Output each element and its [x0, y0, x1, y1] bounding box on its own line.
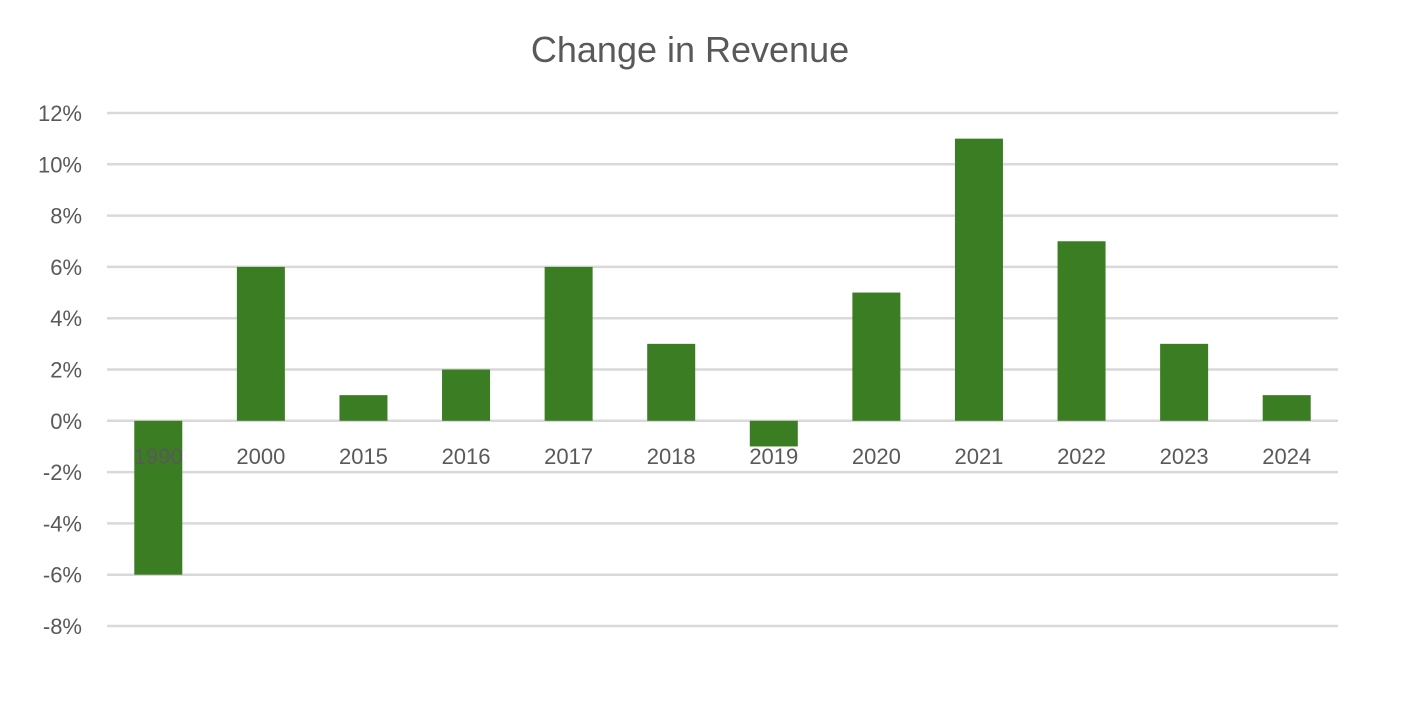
y-tick-label: 8%	[50, 204, 82, 229]
x-tick-label: 2000	[236, 444, 285, 469]
bar-2016	[442, 369, 491, 421]
gridlines	[107, 111, 1338, 628]
y-tick-label: 12%	[38, 101, 82, 126]
x-tick-label: 2019	[749, 444, 798, 469]
bar-2019	[749, 420, 798, 447]
bar-1990	[134, 420, 183, 575]
x-tick-label: 2020	[852, 444, 901, 469]
bar-2000	[236, 266, 285, 421]
bars	[134, 138, 1311, 575]
chart-title: Change in Revenue	[531, 29, 849, 70]
y-tick-label: 0%	[50, 409, 82, 434]
bar-2020	[852, 292, 901, 421]
y-tick-label: -2%	[43, 460, 82, 485]
bar-2022	[1057, 241, 1106, 421]
y-tick-label: 6%	[50, 255, 82, 280]
bar-2023	[1160, 343, 1209, 421]
y-tick-label: -4%	[43, 511, 82, 536]
x-tick-label: 2016	[442, 444, 491, 469]
y-tick-label: -8%	[43, 614, 82, 639]
x-tick-label: 2023	[1160, 444, 1209, 469]
x-tick-label: 2015	[339, 444, 388, 469]
x-axis-ticks: 1990 2000 2015 2016 2017 2018 2019 2020 2021 2022…	[134, 444, 1311, 469]
y-tick-label: -6%	[43, 563, 82, 588]
x-tick-label: 2022	[1057, 444, 1106, 469]
x-tick-label: 1990	[134, 444, 183, 469]
y-tick-label: 4%	[50, 306, 82, 331]
bar-2017	[544, 266, 593, 421]
x-tick-label: 2021	[954, 444, 1003, 469]
y-tick-label: 2%	[50, 358, 82, 383]
x-tick-label: 2018	[647, 444, 696, 469]
bar-2018	[647, 343, 696, 421]
bar-2015	[339, 395, 388, 421]
x-tick-label: 2017	[544, 444, 593, 469]
y-tick-label: 10%	[38, 152, 82, 177]
bar-2024	[1262, 395, 1311, 421]
bar-2021	[954, 138, 1003, 421]
y-axis-ticks: 12% 10% 8% 6% 4% 2% 0% -2% -4% -6% -8%	[38, 101, 82, 639]
x-tick-label: 2024	[1262, 444, 1311, 469]
